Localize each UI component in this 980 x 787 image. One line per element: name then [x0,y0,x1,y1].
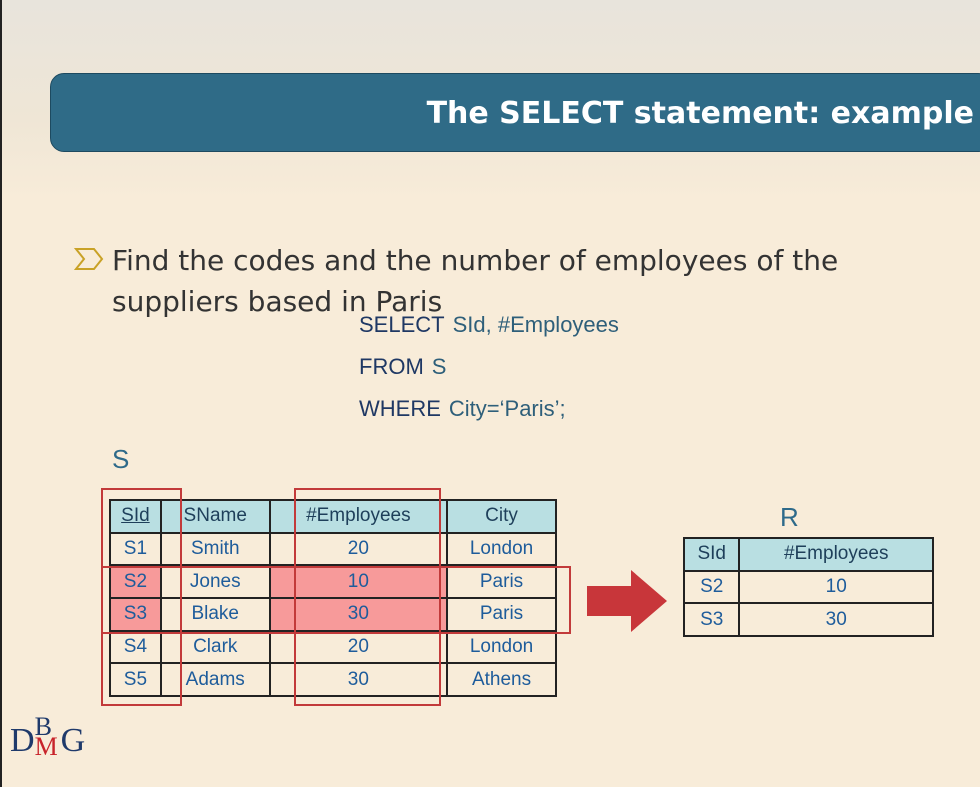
logo-letter: M [34,732,58,761]
table-row: S2 Jones 10 Paris [109,564,557,599]
header-row: SId #Employees [682,537,934,572]
sql-keyword: SELECT [359,312,445,337]
table-cell: Adams [159,662,271,697]
table-row: S3 30 [682,602,934,637]
table-cell: S4 [109,629,162,665]
table-row: S4 Clark 20 London [109,629,557,665]
query-line: FROM S [359,354,446,380]
table-row: S5 Adams 30 Athens [109,662,557,697]
table-label: R [780,502,799,532]
table-cell: S2 [682,569,741,605]
sql-text: City=‘Paris’; [448,396,566,421]
table-cell: S3 [109,596,162,632]
sql-keyword: FROM [359,354,424,379]
query-line: WHERE City=‘Paris’; [359,396,566,422]
column-header: SId [682,537,741,572]
query-line: SELECT SId, #Employees [359,312,619,338]
table-cell: S3 [682,602,741,637]
table-row: S3 Blake 30 Paris [109,596,557,632]
column-header: #Employees [268,499,449,534]
table-r: SId #Employees S2 10 S3 30 [682,537,934,637]
column-header: #Employees [738,537,934,572]
sql-text: S [431,354,447,379]
highlight-box [101,566,571,634]
table-cell: Paris [446,564,557,599]
table-cell: 20 [268,629,449,665]
table-cell: S1 [109,531,162,567]
logo-letter: D [10,722,35,759]
column-header: SId [109,499,162,534]
bullet-text: Find the codes and the number of employe… [112,244,839,318]
table-s: SId SName #Employees City S1 Smith 20 London S2 J… [109,499,557,697]
sql-keyword: WHERE [359,396,441,421]
table-row: S2 10 [682,569,934,605]
table-label: S [112,444,130,474]
bullet-icon [74,248,104,270]
table-cell: London [446,531,557,567]
logo-letter: G [60,722,86,759]
sql-text: SId, #Employees [452,312,619,337]
column-header: SName [159,499,271,534]
table-cell: Clark [159,629,271,665]
table-cell: Athens [446,662,557,697]
table-cell: 30 [738,602,934,637]
logo-letter: B [34,712,52,741]
column-header: City [446,499,557,534]
table-cell: London [446,629,557,665]
table-cell: Jones [159,564,271,599]
table-cell: Blake [159,596,271,632]
table-cell: Smith [159,531,271,567]
title-bar [50,73,980,152]
table-cell: Paris [446,596,557,632]
table-row: S1 Smith 20 London [109,531,557,567]
table-cell: S5 [109,662,162,697]
highlight-box [294,488,441,706]
arrow [587,570,667,632]
table-cell: 30 [268,596,449,632]
table-cell: 20 [268,531,449,567]
table-cell: S2 [109,564,162,599]
table-cell: 10 [268,564,449,599]
header-row: SId SName #Employees City [109,499,557,534]
slide-title: The SELECT statement: example [426,96,974,131]
table-cell: 10 [738,569,934,605]
table-cell: 30 [268,662,449,697]
